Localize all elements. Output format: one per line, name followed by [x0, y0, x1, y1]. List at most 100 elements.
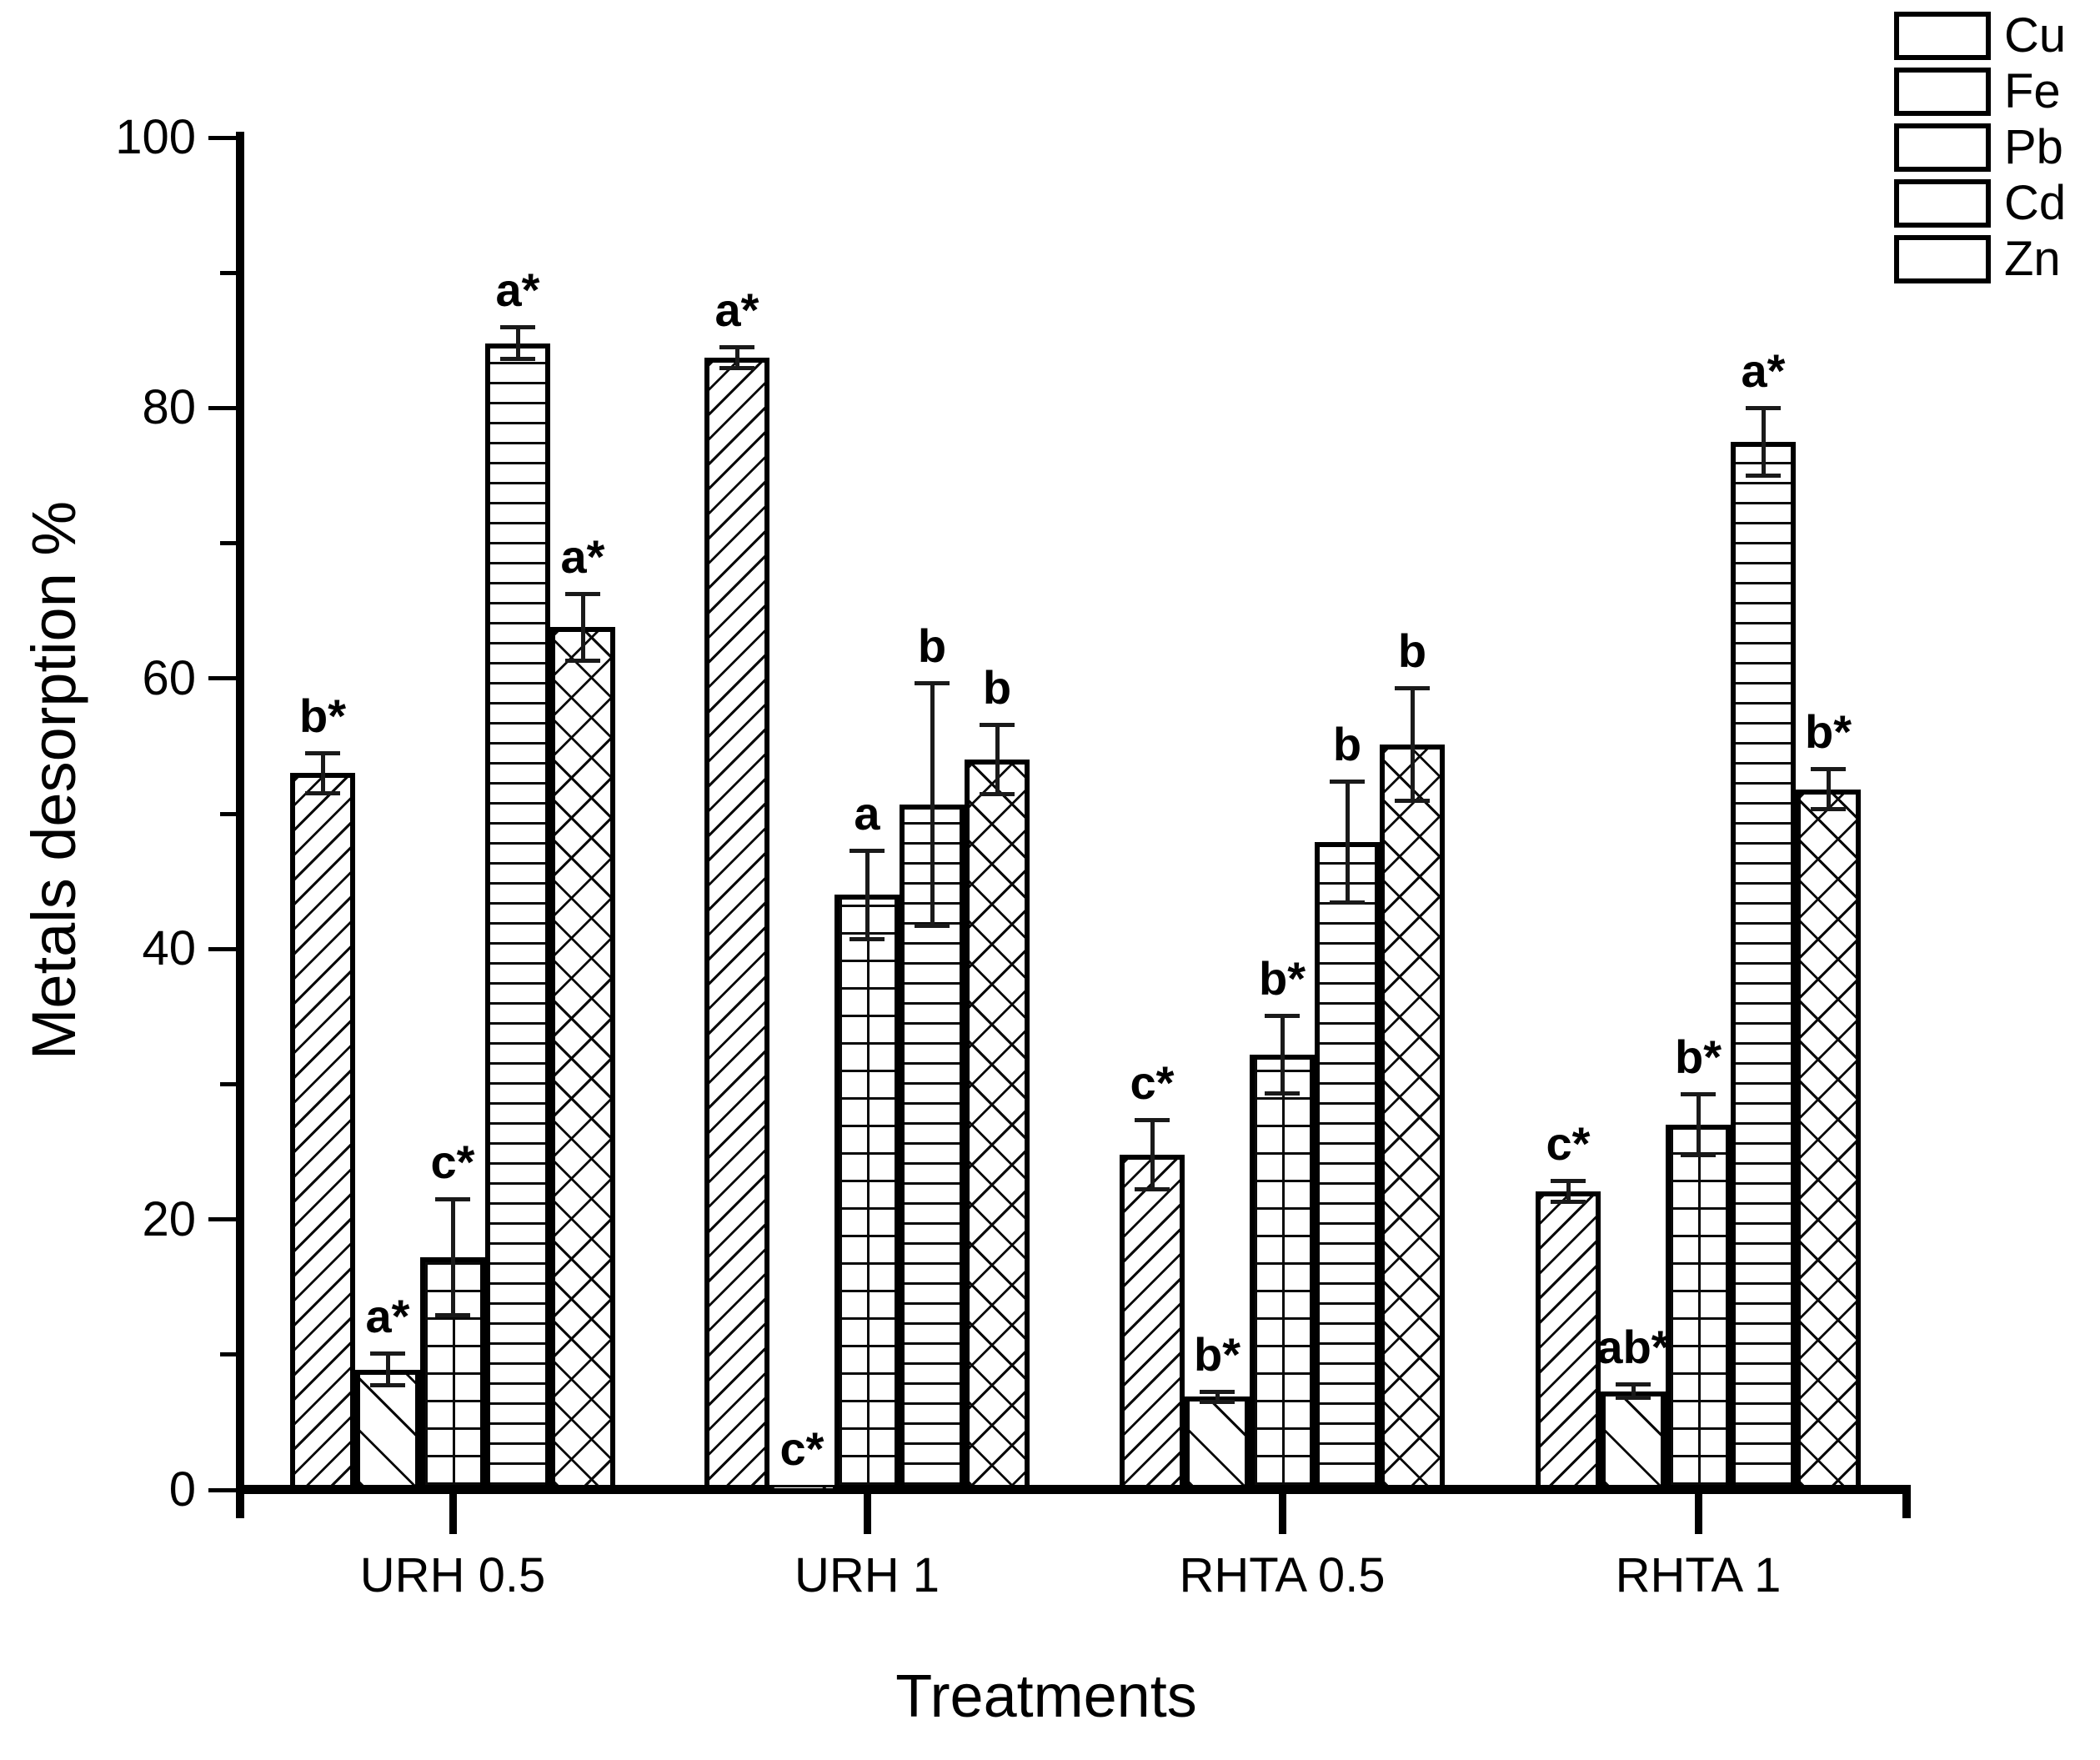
sig-label-cd-group4: a* — [1741, 344, 1786, 398]
legend-label-fe: Fe — [2004, 64, 2061, 118]
y-minor-tick — [220, 541, 240, 546]
error-cap-bottom — [1265, 1091, 1300, 1096]
sig-label-pb-group3: b* — [1259, 951, 1306, 1005]
error-cap-top — [1200, 1389, 1235, 1394]
y-minor-tick — [220, 1081, 240, 1086]
y-tick-label: 100 — [115, 110, 196, 164]
error-cap-bottom — [435, 1312, 470, 1317]
error-bar-fe-group4 — [1631, 1384, 1636, 1398]
error-bar-cd-group2 — [930, 682, 935, 926]
bar-pb-group3 — [1250, 1054, 1315, 1490]
sig-label-pb-group4: b* — [1675, 1030, 1722, 1083]
sig-label-zn-group4: b* — [1805, 705, 1852, 759]
x-tick — [864, 1494, 871, 1534]
bar-cu-group3 — [1120, 1154, 1185, 1490]
bar-zn-group1 — [550, 627, 615, 1490]
legend-row-zn: Zn — [1894, 235, 2066, 283]
y-minor-tick — [220, 270, 240, 275]
legend-row-cd: Cd — [1894, 179, 2066, 228]
y-major-tick — [208, 405, 240, 410]
legend-row-cu: Cu — [1894, 12, 2066, 60]
x-tick-label: URH 1 — [794, 1548, 940, 1602]
x-tick — [449, 1494, 457, 1534]
error-cap-top — [1395, 686, 1430, 691]
y-tick-label: 80 — [142, 380, 196, 435]
sig-label-cd-group2: b — [917, 619, 947, 672]
sig-label-cu-group4: c* — [1546, 1116, 1591, 1170]
error-bar-fe-group3 — [1215, 1391, 1220, 1402]
sig-label-cu-group3: c* — [1130, 1055, 1175, 1109]
error-cap-bottom — [1551, 1199, 1586, 1204]
sig-label-cu-group2: a* — [714, 283, 759, 337]
sig-label-zn-group1: a* — [560, 529, 605, 583]
error-cap-top — [1746, 406, 1781, 411]
error-cap-top — [370, 1351, 405, 1356]
sig-label-cd-group3: b — [1332, 718, 1362, 771]
y-major-tick — [208, 946, 240, 951]
error-cap-bottom — [980, 792, 1015, 797]
error-cap-bottom — [305, 790, 340, 795]
error-bar-zn-group1 — [580, 593, 585, 661]
error-cap-top — [980, 722, 1015, 727]
x-axis-title: Treatments — [895, 1663, 1197, 1730]
bar-zn-group2 — [965, 760, 1030, 1490]
error-bar-cu-group4 — [1566, 1180, 1571, 1202]
sig-label-fe-group1: a* — [365, 1290, 410, 1343]
legend-swatch-zn-diagonal-crosshatch-icon — [1894, 235, 1991, 283]
error-bar-cd-group1 — [515, 327, 520, 359]
error-cap-bottom — [1135, 1186, 1170, 1191]
error-bar-cu-group2 — [734, 347, 739, 369]
sig-label-zn-group2: b — [982, 660, 1012, 714]
y-minor-tick — [220, 811, 240, 816]
sig-label-zn-group3: b — [1397, 624, 1427, 678]
error-cap-top — [1616, 1382, 1651, 1387]
error-cap-bottom — [850, 936, 885, 941]
error-cap-top — [1681, 1091, 1716, 1096]
error-cap-bottom — [915, 923, 950, 928]
sig-label-fe-group2: c* — [779, 1422, 824, 1476]
error-cap-top — [565, 591, 600, 596]
error-cap-top — [915, 680, 950, 685]
error-cap-bottom — [1746, 473, 1781, 478]
error-bar-cu-group3 — [1150, 1119, 1155, 1190]
bar-cd-group2 — [900, 804, 965, 1490]
bar-cd-group4 — [1731, 441, 1796, 1490]
sig-label-fe-group4: ab* — [1596, 1321, 1670, 1374]
bar-cu-group4 — [1536, 1191, 1601, 1490]
error-cap-bottom — [500, 357, 535, 361]
error-bar-cu-group1 — [320, 753, 325, 794]
bar-fe-group4 — [1601, 1391, 1666, 1490]
y-axis-title: Metals desorption % — [19, 500, 88, 1061]
y-major-tick — [208, 135, 240, 140]
legend-row-pb: Pb — [1894, 123, 2066, 172]
bar-fe-group2 — [769, 1486, 834, 1490]
x-tick — [1695, 1494, 1702, 1534]
sig-label-cd-group1: a* — [495, 263, 540, 317]
error-bar-zn-group2 — [995, 724, 1000, 795]
bar-zn-group3 — [1380, 745, 1445, 1490]
error-cap-top — [719, 345, 754, 350]
y-tick-label: 20 — [142, 1191, 196, 1246]
legend-swatch-cd-horizontal-lines-icon — [1894, 179, 1991, 228]
y-major-tick — [208, 1217, 240, 1222]
x-axis-line — [236, 1485, 1911, 1494]
error-cap-top — [305, 751, 340, 755]
sig-label-pb-group2: a — [854, 786, 880, 840]
legend-swatch-cu-diagonal-forward-icon — [1894, 12, 1991, 60]
error-cap-top — [500, 325, 535, 330]
bar-cu-group2 — [704, 358, 769, 1490]
error-cap-top — [1551, 1178, 1586, 1183]
sig-label-cu-group1: b* — [299, 689, 346, 742]
legend-label-cu: Cu — [2004, 8, 2067, 63]
error-cap-top — [1330, 780, 1365, 785]
bar-fe-group1 — [355, 1369, 420, 1490]
legend-swatch-pb-grid-icon — [1894, 123, 1991, 172]
sig-label-pb-group1: c* — [430, 1136, 475, 1189]
legend-label-pb: Pb — [2004, 120, 2063, 174]
error-cap-top — [1811, 767, 1846, 772]
legend: Cu Fe Pb Cd Zn — [1894, 12, 2066, 283]
legend-swatch-fe-diagonal-backward-icon — [1894, 68, 1991, 116]
bar-pb-group4 — [1666, 1125, 1731, 1490]
x-tick-label: URH 0.5 — [359, 1548, 546, 1602]
